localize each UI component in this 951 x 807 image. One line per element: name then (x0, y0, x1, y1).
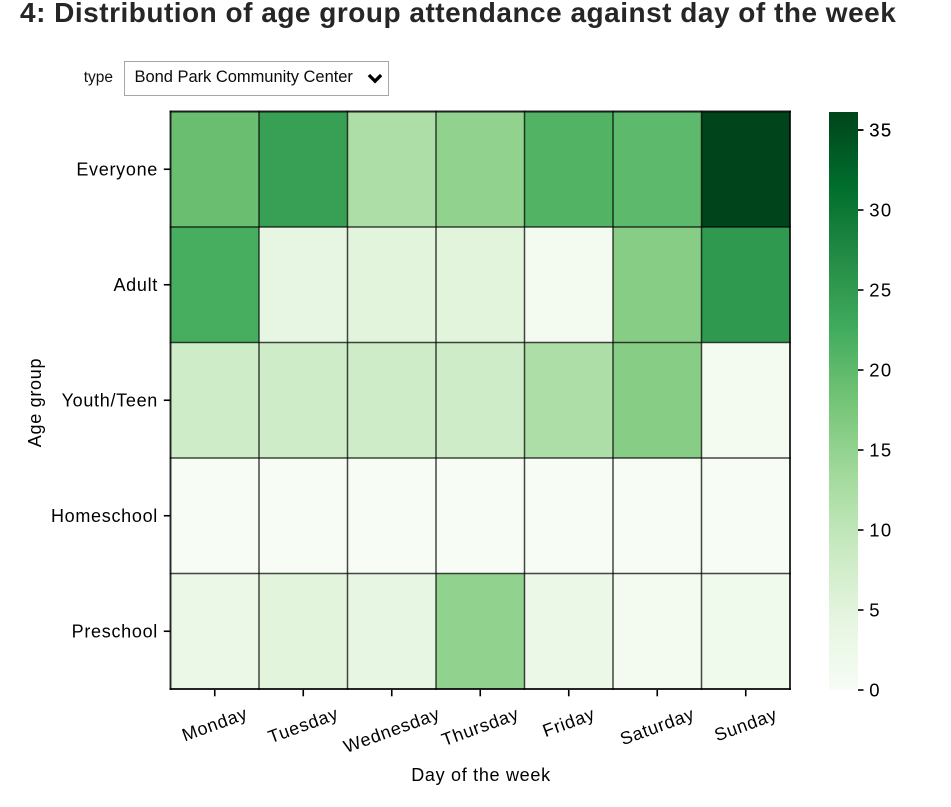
svg-text:Day of the week: Day of the week (411, 765, 551, 785)
svg-text:5: 5 (869, 600, 881, 621)
svg-text:Sunday: Sunday (712, 704, 780, 745)
svg-text:10: 10 (869, 520, 892, 541)
svg-text:15: 15 (869, 440, 892, 461)
svg-text:Adult: Adult (113, 275, 158, 295)
svg-text:Preschool: Preschool (72, 621, 158, 641)
svg-text:Thursday: Thursday (439, 704, 522, 750)
svg-text:Saturday: Saturday (617, 704, 697, 749)
svg-text:Tuesday: Tuesday (265, 703, 341, 747)
svg-text:Friday: Friday (540, 704, 598, 741)
svg-text:Homeschool: Homeschool (51, 506, 158, 526)
svg-text:Wednesday: Wednesday (341, 704, 443, 757)
svg-text:35: 35 (869, 120, 892, 141)
svg-text:Monday: Monday (179, 703, 250, 745)
svg-text:Everyone: Everyone (76, 159, 158, 179)
svg-text:25: 25 (869, 280, 892, 301)
svg-text:35: 35 (869, 120, 892, 141)
svg-text:30: 30 (869, 200, 892, 221)
svg-text:0: 0 (869, 680, 881, 701)
svg-text:Youth/Teen: Youth/Teen (62, 390, 158, 410)
svg-text:20: 20 (869, 360, 892, 381)
svg-text:Age group: Age group (25, 358, 45, 447)
